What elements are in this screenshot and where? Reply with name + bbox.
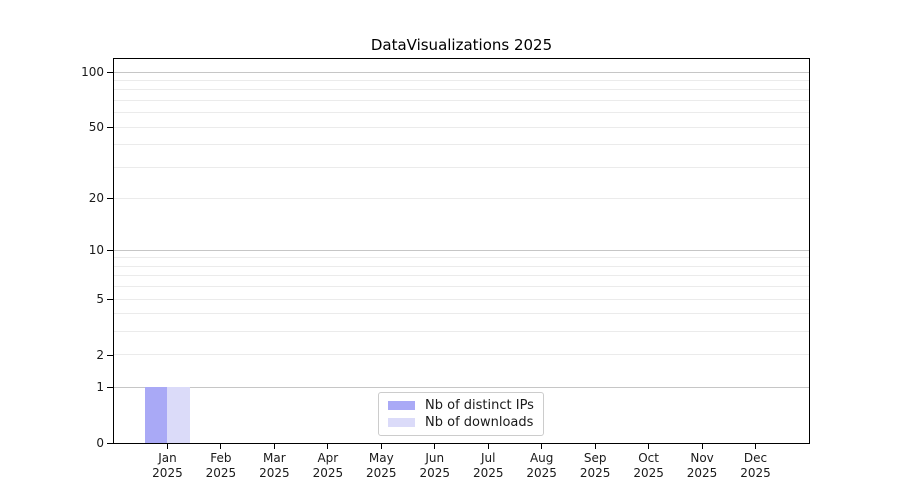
gridline-minor <box>114 275 809 277</box>
x-tick-year: 2025 <box>526 466 557 480</box>
y-tick-mark <box>107 127 113 129</box>
y-tick-label: 0 <box>96 436 104 450</box>
legend-label-downloads: Nb of downloads <box>425 415 534 430</box>
x-tick-month: Oct <box>638 451 659 465</box>
x-tick-month: Jun <box>425 451 445 465</box>
x-tick-label: Dec 2025 <box>724 451 788 481</box>
legend-swatch-downloads <box>388 418 415 427</box>
x-tick-mark <box>380 444 382 449</box>
gridline-minor <box>114 313 809 315</box>
legend-swatch-distinct-ips <box>388 401 415 410</box>
gridline-minor <box>114 144 809 146</box>
x-tick-label: Nov 2025 <box>670 451 734 481</box>
y-tick-label: 20 <box>88 191 104 206</box>
x-tick-mark <box>220 444 222 449</box>
y-tick-mark <box>107 354 113 356</box>
x-tick-year: 2025 <box>205 466 237 480</box>
x-tick-month: May <box>368 451 394 465</box>
x-tick-mark <box>273 444 275 449</box>
chart-title: DataVisualizations 2025 <box>370 36 553 54</box>
x-tick-year: 2025 <box>740 466 771 480</box>
gridline-minor <box>114 257 809 259</box>
x-tick-label: May 2025 <box>349 451 413 481</box>
legend-entry-downloads: Nb of downloads <box>388 414 534 431</box>
bar-nb-of-distinct-ips-jan <box>144 387 168 443</box>
gridline-minor <box>114 265 809 267</box>
gridline-minor <box>114 99 809 101</box>
y-tick-label: 5 <box>96 292 104 307</box>
plot-area <box>113 58 810 444</box>
x-tick-year: 2025 <box>472 466 504 480</box>
x-tick-label: Feb 2025 <box>189 451 253 481</box>
bar-nb-of-downloads-jan <box>167 387 190 443</box>
legend-entry-distinct-ips: Nb of distinct IPs <box>388 397 534 414</box>
x-tick-mark <box>541 444 543 449</box>
x-tick-label: Apr 2025 <box>296 451 360 481</box>
x-tick-month: Mar <box>263 451 286 465</box>
gridline-minor <box>114 112 809 114</box>
x-tick-label: Oct 2025 <box>617 451 681 481</box>
y-tick-label: 2 <box>96 347 104 362</box>
x-tick-year: 2025 <box>419 466 451 480</box>
y-tick-label: 100 <box>81 65 104 80</box>
x-tick-month: Aug <box>529 451 554 465</box>
y-tick-label: 50 <box>88 120 104 135</box>
gridline-minor <box>114 166 809 168</box>
x-tick-year: 2025 <box>686 466 718 480</box>
x-tick-mark <box>327 444 329 449</box>
gridline-major <box>114 71 809 73</box>
gridline-major <box>114 249 809 251</box>
x-tick-mark <box>701 444 703 449</box>
gridline-minor <box>114 89 809 91</box>
y-tick-mark <box>107 72 113 74</box>
x-tick-month: Jul <box>480 451 496 465</box>
x-tick-month: Feb <box>210 451 232 465</box>
x-tick-mark <box>594 444 596 449</box>
x-tick-month: Sep <box>583 451 607 465</box>
legend-label-distinct-ips: Nb of distinct IPs <box>425 398 534 413</box>
x-tick-mark <box>648 444 650 449</box>
x-tick-month: Apr <box>317 451 339 465</box>
x-tick-month: Dec <box>743 451 768 465</box>
x-tick-year: 2025 <box>152 466 183 480</box>
x-tick-year: 2025 <box>579 466 611 480</box>
x-tick-label: Jul 2025 <box>456 451 520 481</box>
x-tick-label: Mar 2025 <box>242 451 306 481</box>
x-tick-label: Aug 2025 <box>510 451 574 481</box>
x-tick-month: Jan <box>158 451 177 465</box>
gridline-minor <box>114 197 809 199</box>
x-tick-label: Jun 2025 <box>403 451 467 481</box>
x-tick-label: Sep 2025 <box>563 451 627 481</box>
x-tick-mark <box>487 444 489 449</box>
legend: Nb of distinct IPs Nb of downloads <box>378 392 544 436</box>
gridline-minor <box>114 298 809 300</box>
gridline-minor <box>114 331 809 333</box>
y-tick-label: 1 <box>96 380 104 395</box>
x-tick-mark <box>434 444 436 449</box>
x-tick-year: 2025 <box>366 466 397 480</box>
x-tick-year: 2025 <box>259 466 290 480</box>
y-tick-mark <box>107 198 113 200</box>
gridline-minor <box>114 126 809 128</box>
y-tick-mark <box>107 250 113 252</box>
gridline-minor <box>114 354 809 356</box>
y-tick-mark <box>107 387 113 389</box>
x-tick-mark <box>166 444 168 449</box>
x-tick-year: 2025 <box>633 466 664 480</box>
gridline-minor <box>114 80 809 82</box>
x-tick-label: Jan 2025 <box>135 451 199 481</box>
y-tick-mark <box>107 299 113 301</box>
x-tick-year: 2025 <box>312 466 344 480</box>
gridline-minor <box>114 286 809 288</box>
y-tick-label: 10 <box>88 243 104 258</box>
x-tick-month: Nov <box>690 451 714 465</box>
y-tick-mark <box>107 443 113 444</box>
x-tick-mark <box>755 444 757 449</box>
gridline-major <box>114 386 809 388</box>
